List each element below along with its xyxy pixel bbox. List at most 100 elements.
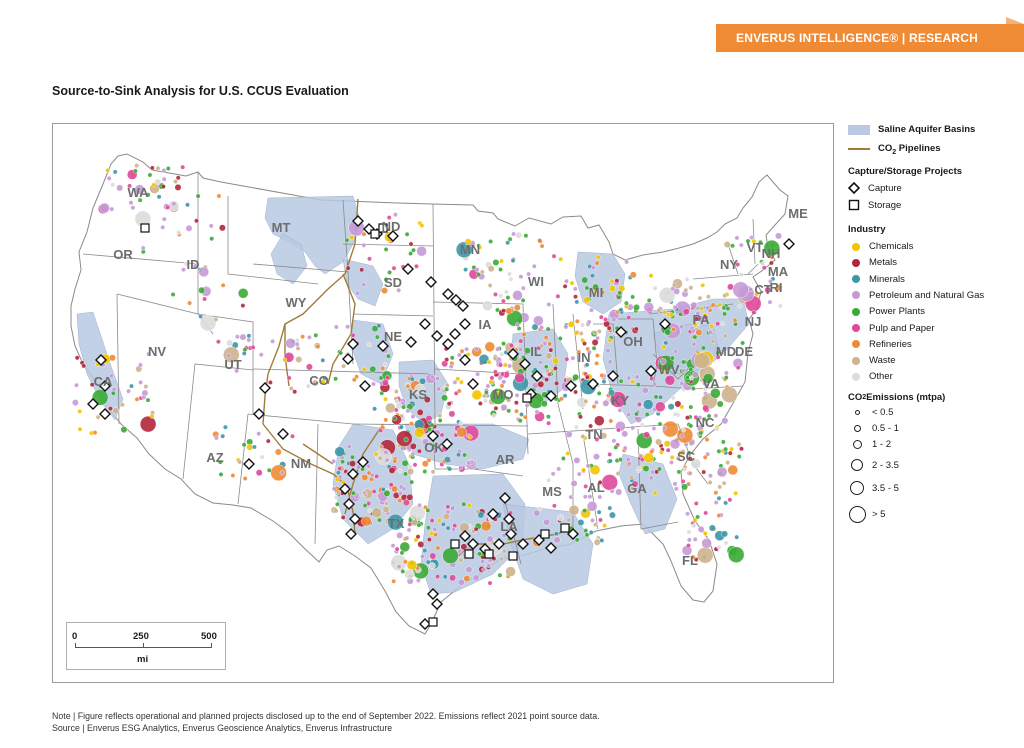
state-label: GA (627, 481, 647, 496)
emission-point (733, 490, 738, 496)
emission-point (138, 379, 144, 385)
emission-point (557, 336, 563, 341)
emission-point (581, 276, 589, 284)
emission-point (437, 418, 443, 423)
emission-point (716, 544, 722, 550)
emission-point (695, 329, 703, 336)
size-circle-wrap (848, 481, 866, 495)
emission-point (501, 532, 507, 538)
emission-point (546, 302, 552, 307)
emission-point (384, 500, 389, 506)
capture-storage-projects (87, 215, 795, 630)
emission-point (625, 457, 631, 462)
emission-point (727, 450, 733, 456)
emission-point (596, 328, 602, 334)
emission-point (679, 404, 685, 410)
emission-point (355, 290, 360, 296)
emission-point (584, 285, 590, 291)
emission-point (491, 413, 497, 418)
emission-point (659, 449, 664, 455)
emission-point (376, 323, 382, 329)
emission-point (341, 363, 346, 369)
emission-point (537, 380, 545, 388)
emission-point (615, 471, 621, 476)
emission-point (333, 376, 338, 382)
emission-point (344, 237, 350, 243)
emission-point (333, 508, 339, 514)
emission-point (426, 457, 432, 463)
emission-point (208, 223, 214, 229)
emission-point (183, 261, 189, 267)
capture-marker (567, 528, 579, 540)
emission-point (584, 374, 590, 380)
emission-point (367, 508, 373, 513)
emission-point (721, 417, 729, 425)
emission-point (729, 446, 734, 452)
state-label: NH (762, 246, 781, 261)
emission-point (706, 413, 712, 419)
emission-point (505, 240, 511, 246)
emission-point (513, 304, 521, 312)
emission-point (594, 260, 600, 266)
emission-point (259, 454, 265, 460)
emission-point (220, 282, 226, 288)
emission-point (582, 494, 588, 500)
emission-point (519, 412, 524, 417)
emission-point (414, 263, 419, 269)
emission-point (723, 241, 731, 248)
size-circle (850, 481, 864, 495)
emission-point (682, 308, 690, 316)
industry-label: Waste (869, 355, 896, 367)
emission-point (435, 376, 440, 381)
emission-point (697, 525, 705, 533)
emission-point (609, 488, 615, 494)
emission-point (237, 459, 243, 465)
emission-point (736, 454, 742, 459)
emission-point (722, 293, 728, 299)
emission-point (471, 264, 477, 270)
state-label: DE (735, 344, 753, 359)
emission-point (578, 330, 584, 336)
emission-point (679, 380, 685, 386)
emission-point (703, 510, 709, 516)
emission-point (586, 501, 598, 512)
scale-tick-0: 0 (72, 631, 78, 642)
emission-point (241, 350, 247, 356)
emission-point (705, 451, 711, 457)
emission-point (499, 258, 504, 264)
emission-point (175, 175, 181, 181)
capture-marker (505, 528, 517, 540)
emission-point (466, 460, 472, 466)
capture-marker (457, 300, 469, 312)
emission-point (672, 304, 678, 310)
legend-size-item: > 5 (848, 506, 885, 523)
diamond-icon (848, 182, 860, 194)
emission-point (688, 423, 694, 429)
emission-point (501, 308, 507, 314)
emission-point (500, 371, 505, 377)
emission-point (725, 306, 731, 312)
emission-point (673, 486, 679, 492)
emission-point (120, 402, 125, 408)
emission-point (345, 265, 351, 271)
emission-point (763, 239, 780, 257)
emission-point (199, 314, 217, 332)
emission-point (165, 166, 171, 171)
emission-point (367, 256, 372, 262)
emission-point (331, 486, 337, 492)
emission-point (584, 362, 590, 368)
emission-point (242, 476, 248, 481)
emission-point (147, 172, 153, 178)
legend-storage-label: Storage (868, 199, 902, 211)
emission-point (464, 346, 469, 352)
capture-marker (615, 326, 627, 338)
emission-point (681, 427, 686, 433)
emission-point (591, 265, 596, 271)
emission-point (687, 537, 692, 543)
emission-point (366, 501, 372, 506)
emission-point (415, 534, 421, 540)
emission-point (523, 347, 531, 355)
emission-point (185, 224, 193, 232)
emission-point (720, 439, 726, 445)
emission-point (727, 464, 738, 476)
